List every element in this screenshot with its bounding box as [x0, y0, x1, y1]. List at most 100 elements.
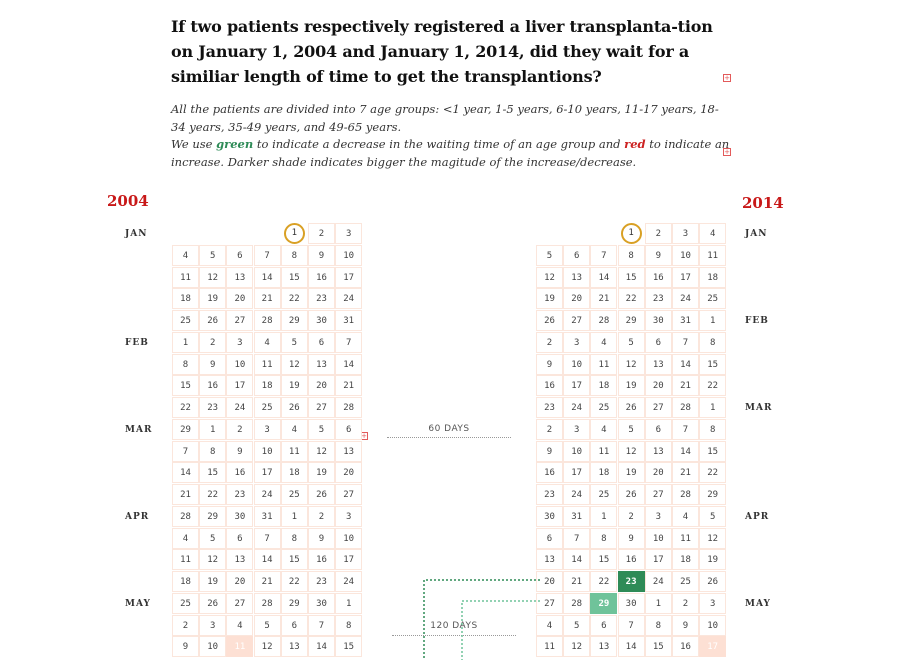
cal2014-day-cell: 27: [563, 310, 591, 331]
cal2004-day-cell: 14: [253, 549, 281, 571]
cal2004-day-cell: 28: [172, 505, 199, 527]
cal2004-day-cell: 9: [172, 636, 199, 658]
cal2004-day-cell: 2: [308, 223, 335, 244]
cal2004-day-cell: 22: [172, 397, 199, 418]
cal2014-day-cell: 22: [699, 462, 727, 484]
cal2014-day-cell: 27: [644, 397, 672, 418]
cal2014-start-date-circle: 1: [620, 223, 642, 244]
cal2004-day-cell: 10: [253, 440, 281, 462]
cal2014-day-cell: 23: [536, 484, 563, 505]
intro-text-part: to indicate an increase. Darker shade in…: [171, 137, 730, 169]
cal2014-day-cell: 28: [672, 397, 699, 418]
cal2014-day-cell: 17: [563, 375, 591, 397]
cal2004-day-cell: 21: [172, 484, 199, 505]
cal2014-day-cell: 14: [590, 266, 618, 288]
right-month-label: JAN: [745, 229, 768, 239]
cal2014-day-cell: 13: [644, 353, 672, 375]
cal2004-start-date-circle: 1: [283, 223, 305, 244]
cal2004-day-cell: 14: [172, 462, 199, 484]
cal2004-day-cell: 18: [280, 462, 308, 484]
cal2014-day-cell: 1: [644, 592, 672, 614]
cal2014-day-cell: 12: [699, 527, 727, 549]
cal2004-day-cell: 25: [172, 592, 199, 614]
cal2014-day-cell: 15: [644, 636, 672, 658]
cal2014-day-cell: 6: [590, 614, 618, 636]
right-month-label: FEB: [745, 316, 769, 326]
expand-icon[interactable]: +: [723, 74, 731, 82]
cal2004-day-cell: 2: [172, 614, 199, 636]
cal2004-day-cell: 3: [226, 331, 254, 353]
cal2014-day-cell: 4: [672, 505, 699, 527]
cal2014-day-cell: 17: [699, 636, 727, 658]
cal2004-day-cell: 22: [280, 288, 308, 310]
cal2014-day-cell: 18: [699, 266, 727, 288]
cal2014-day-cell: 3: [563, 418, 591, 440]
cal2004-day-cell: 23: [308, 288, 335, 310]
cal2004-day-cell: 29: [280, 310, 308, 331]
cal2004-day-cell: 20: [335, 462, 363, 484]
cal2014-day-cell: 31: [672, 310, 699, 331]
cal2004-day-cell: 24: [226, 397, 254, 418]
cal2014-day-cell: 14: [672, 440, 699, 462]
cal2014-day-cell: 12: [563, 636, 591, 658]
cal2004-day-cell: 24: [335, 571, 363, 592]
cal2014-day-cell: 23: [536, 397, 563, 418]
cal2014-day-cell: 15: [617, 266, 645, 288]
cal2014-day-cell: 30: [617, 592, 645, 614]
cal2004-day-cell: 7: [172, 440, 199, 462]
cal2004-day-cell: 15: [280, 549, 308, 571]
cal2004-day-cell: 27: [335, 484, 363, 505]
cal2004-day-cell: 29: [280, 592, 308, 614]
cal2004-day-cell: 14: [308, 636, 335, 658]
cal2014-day-cell: 16: [644, 266, 672, 288]
cal2004-day-cell: 7: [253, 527, 281, 549]
cal2004-day-cell: 7: [308, 614, 335, 636]
cal2014-day-cell: 26: [699, 571, 727, 592]
cal2004-day-cell: 11: [172, 549, 199, 571]
cal2004-day-cell: 2: [226, 418, 254, 440]
cal2004-day-cell: 4: [172, 244, 199, 266]
cal2014-day-cell: 12: [536, 266, 563, 288]
cal2004-day-cell: 27: [308, 397, 335, 418]
cal2004-day-cell: 1: [172, 331, 199, 353]
expand-icon[interactable]: +: [723, 148, 731, 156]
cal2004-day-cell: 17: [335, 266, 363, 288]
cal2014-day-cell: 30: [644, 310, 672, 331]
cal2004-day-cell: 7: [335, 331, 363, 353]
cal2014-day-cell: 27: [644, 484, 672, 505]
cal2004-day-cell: 25: [280, 484, 308, 505]
cal2004-day-cell: 10: [335, 244, 363, 266]
cal2004-day-cell: 6: [308, 331, 335, 353]
cal2004-day-cell: 4: [226, 614, 254, 636]
connector-line: [423, 579, 540, 660]
left-month-label: FEB: [125, 337, 149, 348]
cal2004-day-cell: 22: [280, 571, 308, 592]
cal2014-day-cell: 4: [590, 418, 618, 440]
year-label-2014: 2014: [742, 194, 784, 212]
cal2004-day-cell: 16: [308, 549, 335, 571]
cal2014-day-cell: 19: [617, 462, 645, 484]
cal2014-day-cell: 20: [644, 375, 672, 397]
cal2004-day-cell: 20: [226, 288, 254, 310]
cal2014-day-cell: 29: [699, 484, 727, 505]
cal2014-day-cell: 19: [536, 288, 563, 310]
cal2004-day-cell: 22: [199, 484, 227, 505]
cal2004-day-cell: 5: [308, 418, 335, 440]
cal2014-day-cell: 26: [536, 310, 563, 331]
cal2014-day-cell: 21: [672, 462, 699, 484]
cal2004-day-cell: 19: [199, 288, 227, 310]
cal2004-day-cell: 28: [253, 592, 281, 614]
cal2014-day-cell: 7: [563, 527, 591, 549]
cal2014-day-cell: 11: [536, 636, 563, 658]
left-month-label: JAN: [125, 229, 148, 239]
cal2014-day-cell: 6: [563, 244, 591, 266]
days-line: [387, 437, 511, 438]
cal2014-day-cell: 13: [536, 549, 563, 571]
cal2014-day-cell: 9: [644, 244, 672, 266]
cal2014-day-cell: 2: [617, 505, 645, 527]
cal2004-day-cell: 31: [253, 505, 281, 527]
cal2004-day-cell: 21: [253, 288, 281, 310]
cal2004-day-cell: 14: [253, 266, 281, 288]
year-label-2004: 2004: [107, 192, 149, 210]
red-word: red: [624, 137, 646, 151]
